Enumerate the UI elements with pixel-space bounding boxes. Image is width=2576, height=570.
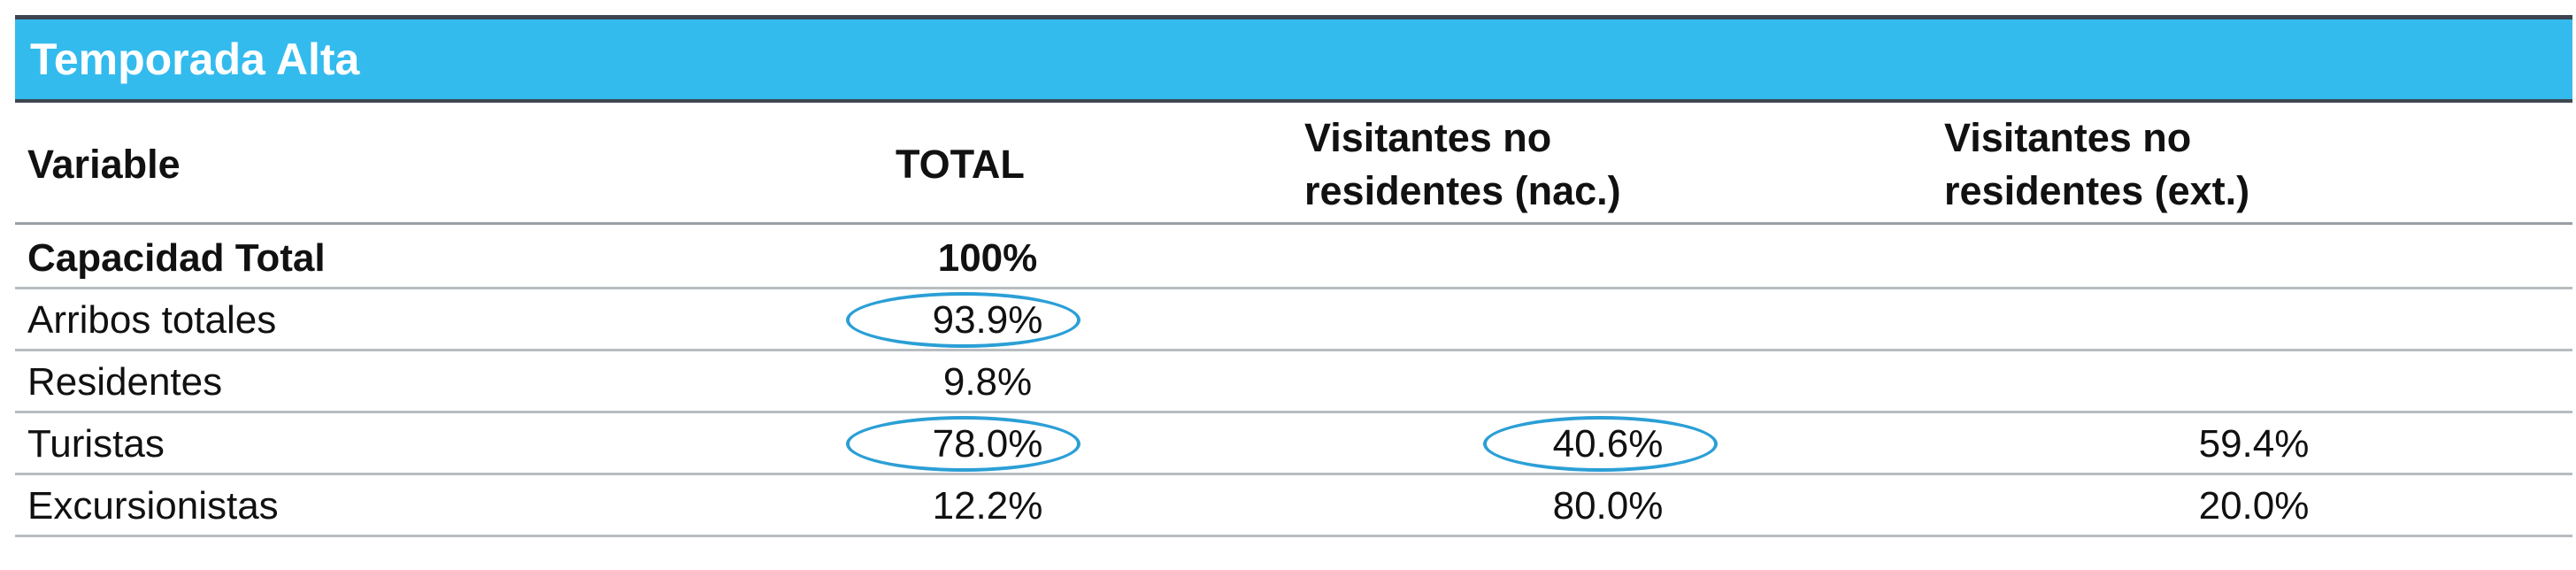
header-total: TOTAL	[896, 142, 1025, 187]
table-row: Turistas 78.0% 40.6% 59.4%	[15, 413, 2572, 475]
row-ext: 59.4%	[2198, 422, 2310, 466]
row-nac: 80.0%	[1552, 484, 1664, 528]
row-variable: Capacidad Total	[27, 236, 326, 280]
row-variable: Excursionistas	[27, 484, 279, 528]
row-ext	[2165, 289, 2342, 351]
row-nac	[1519, 289, 1696, 351]
row-total: 9.8%	[942, 360, 1033, 404]
table-row: Capacidad Total 100%	[15, 227, 2572, 289]
header-nac-line2: residentes (nac.)	[1304, 168, 1621, 213]
row-variable: Turistas	[27, 422, 165, 466]
table-row: Arribos totales 93.9%	[15, 289, 2572, 351]
row-total: 93.9%	[932, 298, 1043, 342]
row-divider	[15, 473, 2572, 475]
row-divider	[15, 411, 2572, 413]
title-divider	[15, 99, 2572, 103]
header-ext-line1: Visitantes no	[1944, 115, 2192, 160]
row-variable: Arribos totales	[27, 298, 277, 342]
row-total: 78.0%	[932, 422, 1043, 466]
header-nac-line1: Visitantes no	[1304, 115, 1552, 160]
table-row: Excursionistas 12.2% 80.0% 20.0%	[15, 475, 2572, 537]
row-ext	[2165, 227, 2342, 289]
header-nac: Visitantes no residentes (nac.)	[1304, 112, 1621, 218]
row-divider	[15, 349, 2572, 351]
row-total: 12.2%	[932, 484, 1043, 528]
header-ext-line2: residentes (ext.)	[1944, 168, 2250, 213]
row-nac	[1519, 351, 1696, 413]
row-divider	[15, 287, 2572, 289]
header-divider	[15, 222, 2572, 225]
row-ext: 20.0%	[2198, 484, 2310, 528]
row-nac: 40.6%	[1552, 422, 1664, 466]
row-nac	[1519, 227, 1696, 289]
row-divider	[15, 535, 2572, 537]
table-row: Residentes 9.8%	[15, 351, 2572, 413]
header-ext: Visitantes no residentes (ext.)	[1944, 112, 2249, 218]
title-band	[15, 19, 2572, 99]
top-rule	[15, 15, 2572, 19]
row-total: 100%	[937, 236, 1038, 280]
header-variable: Variable	[27, 142, 181, 187]
row-ext	[2165, 351, 2342, 413]
table-title: Temporada Alta	[30, 35, 360, 84]
row-variable: Residentes	[27, 360, 223, 404]
